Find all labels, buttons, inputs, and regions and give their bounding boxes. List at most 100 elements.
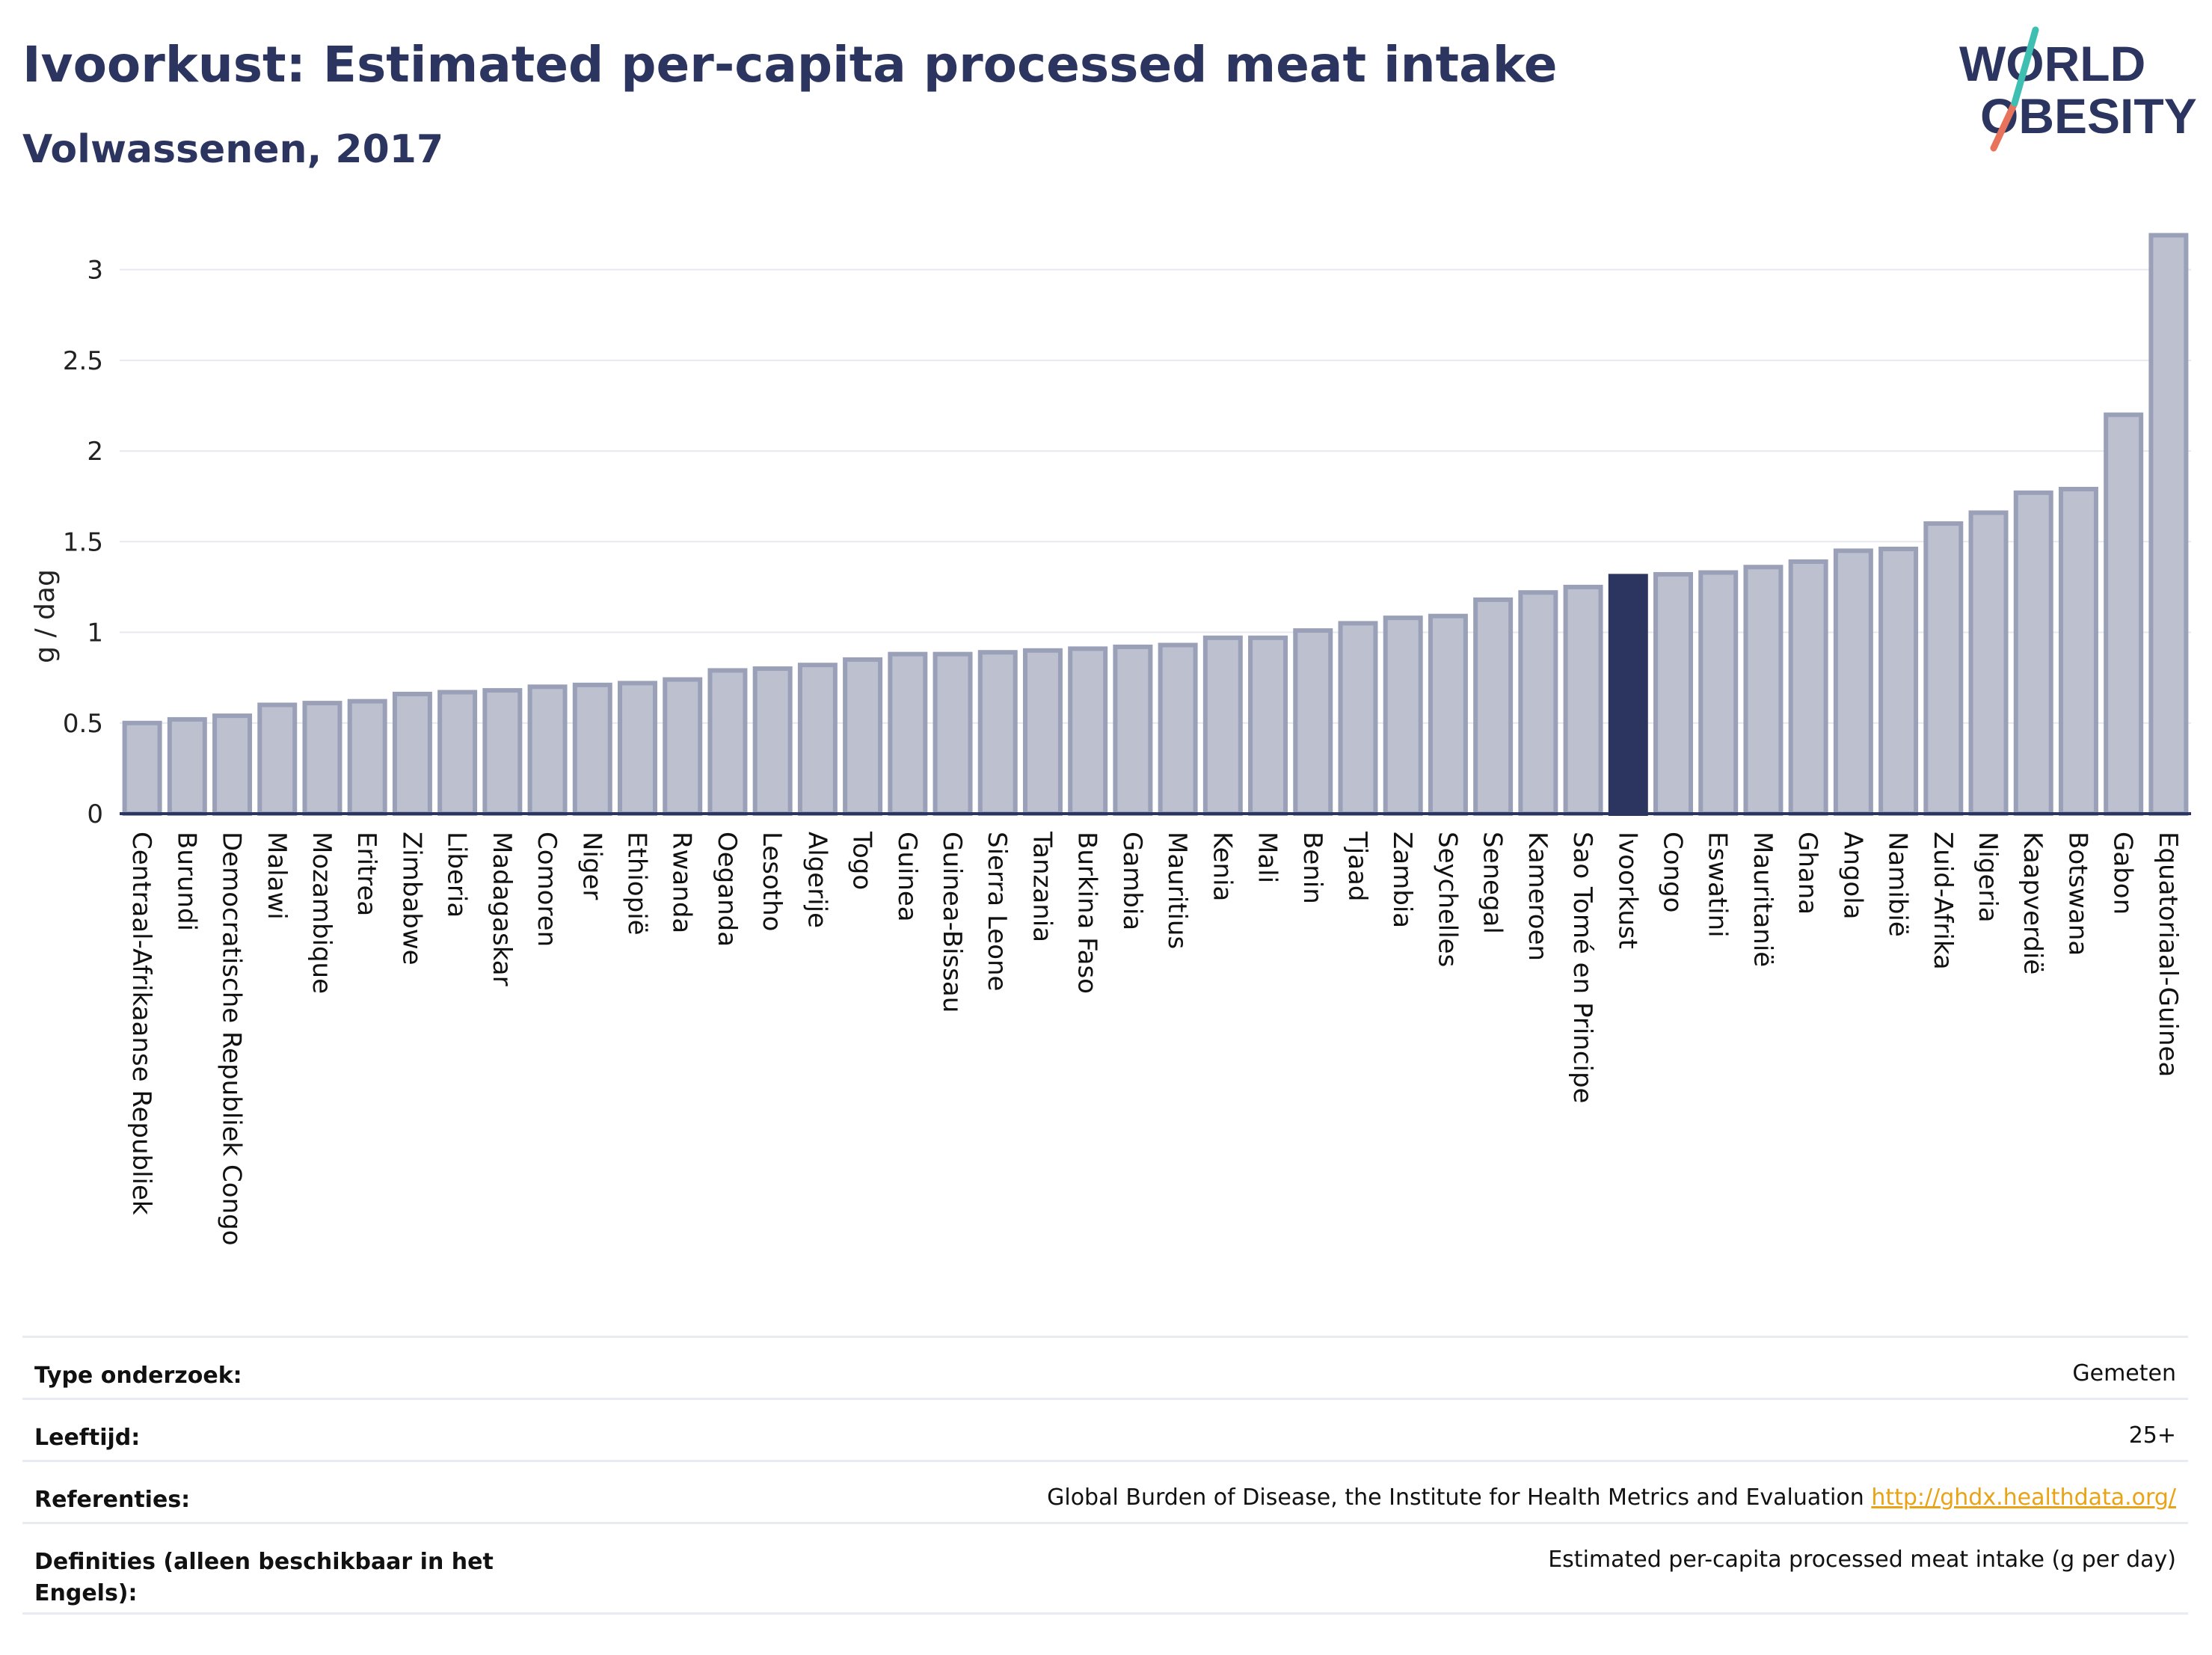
bar xyxy=(437,690,478,817)
info-table: Type onderzoek: Gemeten Leeftijd: 25+ Re… xyxy=(22,1336,2188,1615)
bar xyxy=(1878,547,1919,816)
x-tick-label: Zambia xyxy=(1387,832,1417,928)
x-tick-label: Tjaad xyxy=(1342,831,1372,901)
x-tick-label: Democratische Republiek Congo xyxy=(217,832,247,1246)
y-tick-label: 0.5 xyxy=(63,709,103,739)
x-tick-label: Madagaskar xyxy=(487,832,517,986)
x-tick-label: Mauritius xyxy=(1162,832,1192,949)
bar xyxy=(167,716,207,816)
x-tick-label: Togo xyxy=(847,831,877,890)
bar xyxy=(302,701,342,816)
x-tick-label: Nigeria xyxy=(1973,832,2003,923)
info-value: Gemeten xyxy=(2072,1360,2176,1387)
info-label: Type onderzoek: xyxy=(34,1363,242,1389)
info-row-definitions: Definities (alleen beschikbaar in het En… xyxy=(22,1522,2188,1615)
bar xyxy=(2148,233,2189,817)
x-tick-label: Algerije xyxy=(802,832,832,928)
x-tick-label: Equatoriaal-Guinea xyxy=(2153,832,2183,1077)
bar xyxy=(1698,570,1739,817)
x-tick-label: Angola xyxy=(1837,832,1867,919)
bar xyxy=(707,668,748,816)
x-tick-label: Mali xyxy=(1253,832,1282,883)
info-value: 25+ xyxy=(2128,1422,2176,1449)
y-tick-label: 0 xyxy=(87,799,103,829)
bar xyxy=(392,691,432,817)
world-obesity-logo: WORLD OBESITY xyxy=(1959,26,2197,152)
x-tick-label: Botswana xyxy=(2062,832,2092,956)
bar xyxy=(977,650,1018,816)
bar xyxy=(1788,559,1828,816)
x-tick-label: Sierra Leone xyxy=(982,832,1012,991)
bar xyxy=(1518,590,1558,816)
y-tick-label: 1 xyxy=(87,618,103,648)
info-label: Leeftijd: xyxy=(34,1425,141,1451)
x-tick-label: Kaapverdië xyxy=(2018,832,2047,974)
x-tick-label: Burkina Faso xyxy=(1072,832,1102,994)
x-tick-label: Ivoorkust xyxy=(1612,832,1642,949)
x-tick-label: Zimbabwe xyxy=(396,832,426,965)
bar xyxy=(618,681,657,816)
bar xyxy=(1022,648,1063,816)
x-tick-label: Eswatini xyxy=(1703,832,1733,938)
info-label: Referenties: xyxy=(34,1487,191,1513)
bar xyxy=(1158,642,1198,816)
bar xyxy=(257,702,298,816)
bar xyxy=(2013,490,2053,816)
x-tick-label: Benin xyxy=(1297,832,1327,904)
bar xyxy=(1743,565,1784,816)
bar xyxy=(888,651,928,816)
x-tick-label: Oeganda xyxy=(712,832,742,947)
y-tick-label: 1.5 xyxy=(63,527,103,557)
x-tick-label: Lesotho xyxy=(757,832,787,931)
bar xyxy=(1923,521,1964,816)
bar xyxy=(1248,635,1288,817)
bar xyxy=(212,713,253,816)
bar xyxy=(572,682,612,816)
reference-link[interactable]: http://ghdx.healthdata.org/ xyxy=(1871,1484,2176,1511)
info-row-age: Leeftijd: 25+ xyxy=(22,1398,2188,1460)
x-tick-label: Zuid-Afrika xyxy=(1928,832,1958,970)
bar xyxy=(1563,584,1603,817)
x-tick-label: Tanzania xyxy=(1027,831,1057,942)
bar xyxy=(1383,615,1423,816)
bar xyxy=(843,657,883,817)
logo-slash-coral xyxy=(1990,99,2018,152)
logo-line1: WORLD xyxy=(1959,36,2145,91)
highlighted-bar xyxy=(1608,574,1648,816)
x-tick-label: Malawi xyxy=(262,832,292,920)
bar xyxy=(1833,548,1873,817)
x-tick-label: Kenia xyxy=(1207,832,1237,901)
bar xyxy=(1068,646,1108,816)
x-tick-label: Senegal xyxy=(1478,832,1508,934)
bar xyxy=(2058,486,2098,816)
y-tick-label: 2.5 xyxy=(63,346,103,376)
bar xyxy=(663,677,703,817)
page-title: Ivoorkust: Estimated per-capita processe… xyxy=(22,36,1558,93)
x-tick-label: Sao Tomé en Principe xyxy=(1567,832,1597,1103)
x-tick-label: Guinea-Bissau xyxy=(937,832,967,1013)
bar xyxy=(797,663,838,816)
bar xyxy=(2104,412,2144,816)
x-tick-label: Congo xyxy=(1658,832,1688,912)
bar xyxy=(1293,628,1333,816)
bar xyxy=(1653,571,1693,816)
bar xyxy=(1473,597,1514,816)
x-tick-label: Liberia xyxy=(442,832,472,918)
x-tick-label: Burundi xyxy=(171,832,201,931)
x-tick-label: Eritrea xyxy=(351,832,381,916)
bar-chart: 0 0.5 1 1.5 2 2.5 3 g / dag Centraal-Afrikaanse … xyxy=(30,233,2191,1246)
bar xyxy=(122,720,162,816)
bar xyxy=(527,684,568,816)
info-row-survey-type: Type onderzoek: Gemeten xyxy=(22,1336,2188,1398)
x-tick-label: Namibië xyxy=(1883,832,1913,937)
y-axis-label: g / dag xyxy=(30,569,61,663)
x-tick-label: Rwanda xyxy=(667,832,697,933)
x-tick-label: Gabon xyxy=(2108,832,2138,915)
x-tick-label: Niger xyxy=(577,832,606,900)
bar xyxy=(1113,644,1153,816)
x-tick-label: Centraal-Afrikaanse Republiek xyxy=(126,832,156,1215)
y-tick-label: 2 xyxy=(87,437,103,467)
x-tick-label: Comoren xyxy=(532,832,562,947)
info-label: Definities (alleen beschikbaar in het En… xyxy=(34,1549,494,1606)
x-tick-label: Mozambique xyxy=(307,832,337,994)
